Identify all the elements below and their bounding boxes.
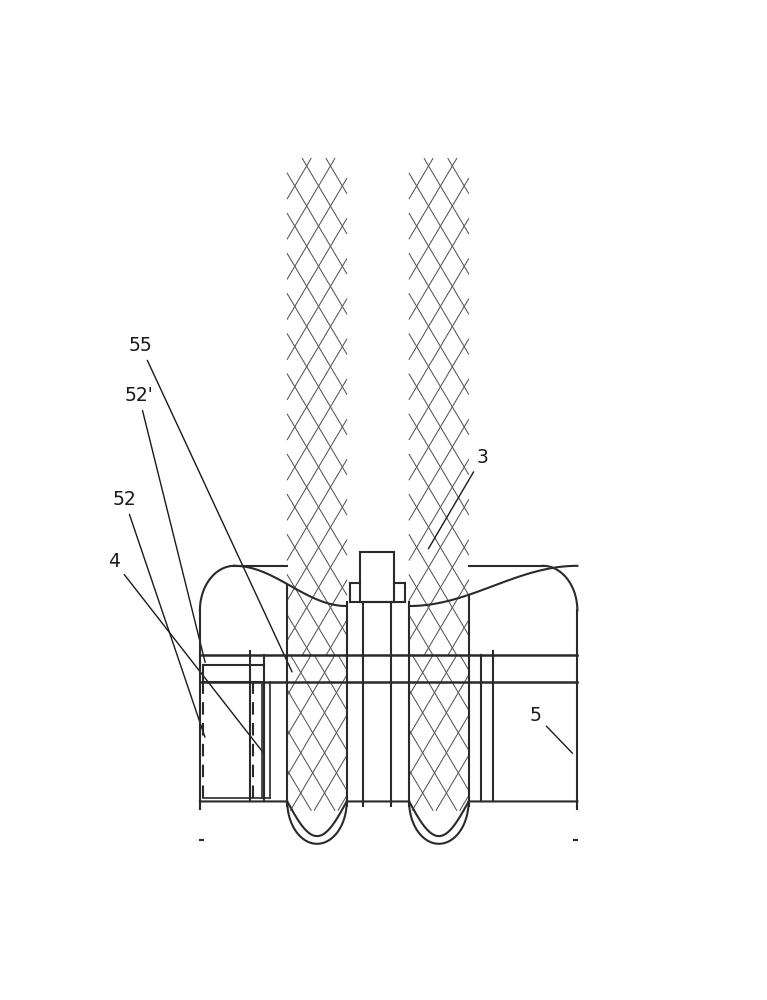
Text: 52': 52' [124,386,206,662]
Text: 5: 5 [530,706,572,753]
Text: 3: 3 [429,448,488,549]
Text: 52: 52 [113,490,205,737]
Text: 55: 55 [129,336,292,672]
Text: 4: 4 [107,552,264,753]
